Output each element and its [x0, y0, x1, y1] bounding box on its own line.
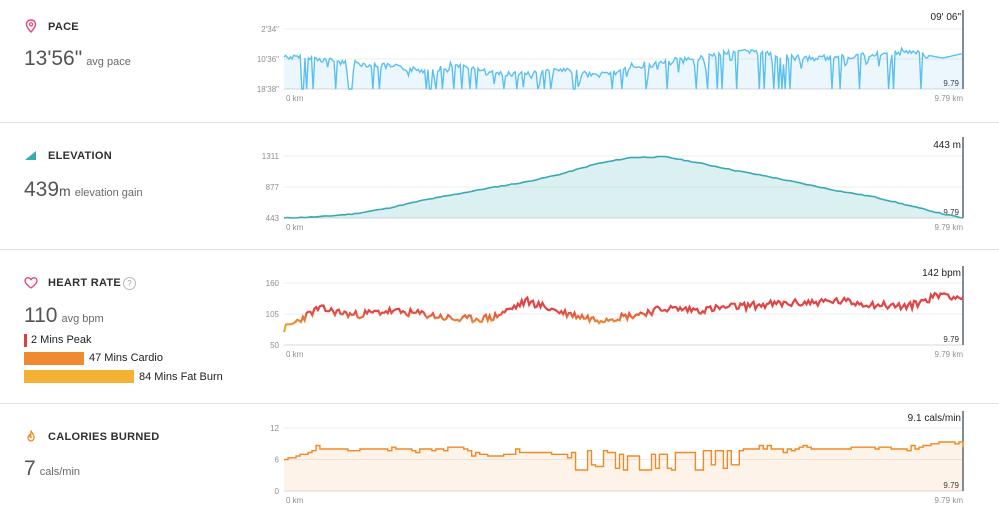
location-pin-icon	[25, 19, 37, 33]
elevation-panel: ELEVATION 439m elevation gain 1311 877 443 4…	[0, 123, 999, 249]
heart-rate-value: 110 avg bpm	[24, 304, 104, 328]
current-value-label: 09' 06"	[931, 12, 962, 23]
flame-icon	[27, 430, 35, 442]
y-tick-label: 18'38"	[257, 85, 279, 94]
zone-peak-label: 2 Mins Peak	[31, 334, 92, 346]
end-km-label: 9.79	[943, 481, 959, 490]
current-value-label: 142 bpm	[922, 268, 961, 279]
heart-rate-sublabel: avg bpm	[61, 313, 104, 325]
calories-value: 7 cals/min	[24, 457, 80, 481]
y-tick-label: 10'36"	[257, 55, 279, 64]
heart-rate-chart[interactable]: 160 105 50 142 bpm 9.79 0 km 9.79 km	[0, 250, 999, 403]
heart-rate-avg-value: 110	[24, 304, 58, 327]
elevation-title: ELEVATION	[48, 150, 113, 162]
pace-panel: PACE 13'56" avg pace 2'34" 10'36" 18'38" 09'…	[0, 0, 999, 122]
current-value-label: 443 m	[933, 140, 961, 151]
pace-avg-value: 13'56"	[24, 47, 83, 70]
mountain-icon	[25, 151, 36, 160]
x-axis-start-label: 0 km	[286, 223, 304, 232]
heart-rate-title: HEART RATE	[48, 277, 122, 289]
calories-sublabel: cals/min	[39, 466, 81, 478]
y-tick-label: 0	[275, 487, 280, 496]
y-tick-label: 877	[266, 183, 280, 192]
divider	[0, 249, 999, 250]
x-axis-end-label: 9.79 km	[935, 496, 964, 505]
x-axis-end-label: 9.79 km	[935, 350, 964, 359]
y-tick-label: 6	[275, 456, 280, 465]
end-km-label: 9.79	[943, 79, 959, 88]
y-tick-label: 12	[270, 424, 279, 433]
calories-line	[284, 441, 964, 471]
calories-chart[interactable]: 12 6 0 9.1 cals/min 9.79 0 km 9.79 km	[0, 404, 999, 526]
heart-rate-line	[282, 291, 964, 333]
zone-peak-bar	[24, 334, 27, 347]
y-tick-label: 1311	[262, 152, 280, 161]
y-tick-label: 2'34"	[261, 25, 279, 34]
zone-cardio-label: 47 Mins Cardio	[89, 352, 163, 364]
help-icon[interactable]: ?	[123, 277, 136, 290]
end-km-label: 9.79	[943, 335, 959, 344]
calories-avg-value: 7	[24, 457, 36, 480]
zone-fat-burn-bar	[24, 370, 134, 383]
y-tick-label: 105	[266, 310, 280, 319]
divider	[0, 403, 999, 404]
zone-cardio-bar	[24, 352, 84, 365]
x-axis-end-label: 9.79 km	[935, 94, 964, 103]
current-value-label: 9.1 cals/min	[908, 413, 961, 424]
elevation-value: 439m elevation gain	[24, 178, 143, 202]
x-axis-end-label: 9.79 km	[935, 223, 964, 232]
elevation-gain-value: 439	[24, 178, 60, 201]
x-axis-start-label: 0 km	[286, 496, 304, 505]
elevation-line	[283, 155, 964, 219]
pace-sublabel: avg pace	[86, 56, 131, 68]
divider	[0, 122, 999, 123]
y-tick-label: 50	[270, 341, 279, 350]
calories-title: CALORIES BURNED	[48, 431, 160, 443]
x-axis-start-label: 0 km	[286, 350, 304, 359]
pace-line	[283, 46, 964, 90]
y-tick-label: 443	[266, 214, 280, 223]
pace-value: 13'56" avg pace	[24, 47, 131, 71]
heart-rate-panel: HEART RATE ? 110 avg bpm 2 Mins Peak 47 M…	[0, 250, 999, 403]
elevation-sublabel: elevation gain	[74, 187, 143, 199]
elevation-area	[284, 156, 963, 218]
pace-title: PACE	[48, 21, 79, 33]
pace-chart[interactable]: 2'34" 10'36" 18'38" 09' 06" 9.79 0 km 9.79 km	[0, 0, 999, 122]
elevation-unit: m	[59, 183, 71, 199]
y-tick-label: 160	[266, 279, 280, 288]
elevation-chart[interactable]: 1311 877 443 443 m 9.79 0 km 9.79 km	[0, 123, 999, 249]
zone-fat-burn-label: 84 Mins Fat Burn	[139, 371, 223, 383]
calories-panel: CALORIES BURNED 7 cals/min 12 6 0 9.1 cals/m…	[0, 404, 999, 526]
end-km-label: 9.79	[943, 208, 959, 217]
x-axis-start-label: 0 km	[286, 94, 304, 103]
heart-icon	[24, 277, 38, 289]
